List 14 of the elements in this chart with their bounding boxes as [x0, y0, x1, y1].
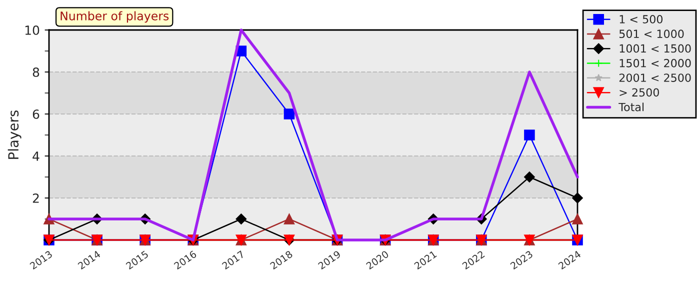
y-tick-label: 8: [32, 67, 40, 77]
y-tick-label: 6: [32, 109, 40, 119]
chart-title: Number of players: [60, 11, 169, 23]
legend-label: Total: [618, 102, 644, 112]
y-tick-label: 4: [32, 152, 40, 161]
legend-label: > 2500: [620, 88, 659, 97]
legend-label: 1501 < 2000: [620, 58, 691, 68]
legend-label: 2001 < 2500: [619, 74, 691, 82]
legend-label: 1001 < 1500: [620, 44, 691, 53]
legend-label: 501 < 1000: [619, 30, 684, 38]
y-tick-label: 10: [25, 25, 40, 35]
legend-label: 1 < 500: [620, 14, 663, 24]
y-axis-title: Players: [8, 110, 22, 159]
y-tick-label: 2: [32, 193, 39, 203]
